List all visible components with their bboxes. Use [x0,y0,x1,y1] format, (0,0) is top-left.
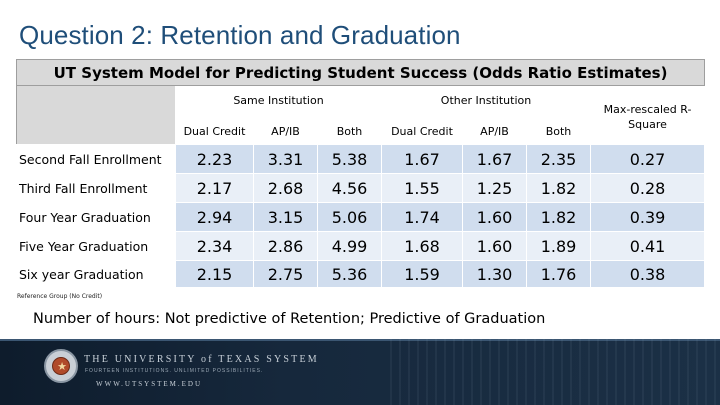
table-cell: 4.56 [317,173,382,203]
column-header-r-square: Max-rescaled R-Square [589,85,706,145]
org-website-link[interactable]: WWW.UTSYSTEM.EDU [96,380,203,388]
table-cell: 2.34 [175,231,254,261]
table-cell: 1.60 [462,202,527,232]
table-cell: 5.36 [317,260,382,288]
university-seal-icon: ★ [44,349,78,383]
column-header-other-dual-credit: Dual Credit [381,118,463,145]
table-cell: 2.23 [175,144,254,174]
table-cell: 2.17 [175,173,254,203]
table-cell: 4.99 [317,231,382,261]
table-footnote: Reference Group (No Credit) [17,293,103,300]
table-cell: 0.41 [589,231,706,261]
table-row: Third Fall Enrollment 2.17 2.68 4.56 1.5… [16,173,706,203]
seal-center: ★ [52,357,70,375]
table-row: Second Fall Enrollment 2.23 3.31 5.38 1.… [16,144,706,174]
table-row: Five Year Graduation 2.34 2.86 4.99 1.68… [16,231,706,261]
table-cell: 1.25 [462,173,527,203]
table-cell: 3.31 [253,144,318,174]
table-cell: 1.67 [381,144,463,174]
row-label: Third Fall Enrollment [16,173,176,203]
slide-title: Question 2: Retention and Graduation [19,20,461,50]
row-label: Five Year Graduation [16,231,176,261]
table-cell: 1.89 [526,231,591,261]
column-header-same-both: Both [317,118,382,145]
table-cell: 1.82 [526,202,591,232]
table-corner-cell [16,85,176,145]
table-cell: 0.28 [589,173,706,203]
group-header-other-institution: Other Institution [381,85,591,119]
table-cell: 1.59 [381,260,463,288]
table-cell: 3.15 [253,202,318,232]
table-cell: 5.06 [317,202,382,232]
table-cell: 2.86 [253,231,318,261]
table-row: Six year Graduation 2.15 2.75 5.36 1.59 … [16,260,706,288]
star-icon: ★ [57,361,67,373]
table-cell: 1.60 [462,231,527,261]
table-cell: 1.74 [381,202,463,232]
column-header-same-dual-credit: Dual Credit [175,118,254,145]
table-cell: 2.15 [175,260,254,288]
table-cell: 0.39 [589,202,706,232]
footer-band [0,339,720,405]
org-tagline: FOURTEEN INSTITUTIONS. UNLIMITED POSSIBI… [85,368,264,374]
row-label: Four Year Graduation [16,202,176,232]
table-cell: 2.68 [253,173,318,203]
table-cell: 2.35 [526,144,591,174]
table-cell: 1.68 [381,231,463,261]
table-cell: 1.67 [462,144,527,174]
table-row: Four Year Graduation 2.94 3.15 5.06 1.74… [16,202,706,232]
row-label: Second Fall Enrollment [16,144,176,174]
row-label: Six year Graduation [16,260,176,288]
summary-text: Number of hours: Not predictive of Reten… [33,311,546,327]
group-header-same-institution: Same Institution [175,85,382,119]
odds-ratio-table: UT System Model for Predicting Student S… [15,59,706,288]
table-cell: 0.27 [589,144,706,174]
table-caption: UT System Model for Predicting Student S… [15,59,706,86]
footer-decoration [390,339,720,405]
table-cell: 2.94 [175,202,254,232]
table-cell: 2.75 [253,260,318,288]
column-header-other-both: Both [526,118,591,145]
column-header-same-ap-ib: AP/IB [253,118,318,145]
table-cell: 1.76 [526,260,591,288]
column-header-other-ap-ib: AP/IB [462,118,527,145]
table-cell: 5.38 [317,144,382,174]
footer-divider [0,339,720,341]
table-cell: 0.38 [589,260,706,288]
table-cell: 1.55 [381,173,463,203]
org-name: THE UNIVERSITY of TEXAS SYSTEM [84,354,319,365]
table-cell: 1.82 [526,173,591,203]
table-cell: 1.30 [462,260,527,288]
